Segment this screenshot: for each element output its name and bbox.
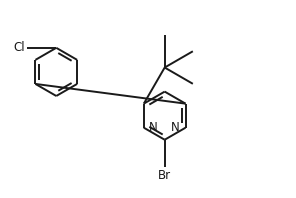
Text: Br: Br [158, 168, 171, 182]
Text: Cl: Cl [14, 41, 25, 54]
Text: N: N [171, 121, 180, 134]
Text: N: N [149, 121, 158, 134]
